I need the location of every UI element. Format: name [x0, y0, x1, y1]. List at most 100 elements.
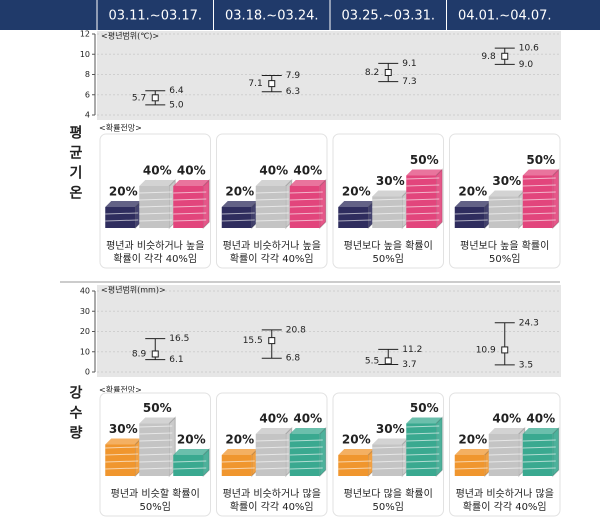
high-label: 9.1 [402, 59, 416, 69]
low-label: 9.0 [519, 60, 534, 70]
block-front [454, 455, 485, 476]
block-stripe [289, 219, 323, 222]
block-stripe [406, 191, 440, 194]
block-top [488, 428, 525, 434]
block-stripe [221, 219, 255, 222]
prob-label: 40% [177, 164, 206, 178]
block-stripe [173, 198, 207, 201]
block-stripe [406, 439, 440, 442]
block-stripe [255, 191, 289, 194]
mean-label: 9.8 [481, 52, 496, 62]
block-stripe [522, 219, 556, 222]
block-stripe [454, 212, 488, 215]
block-stripe [372, 467, 406, 470]
block-stripe [406, 198, 440, 201]
mean-marker [151, 94, 159, 102]
block-stripe [255, 212, 289, 215]
block-stripe [406, 177, 440, 180]
block-stripe [338, 460, 372, 463]
low-label: 5.0 [169, 100, 184, 110]
caption: 50%임 [489, 252, 520, 265]
block-front [372, 444, 403, 476]
prob-label: 40% [259, 412, 288, 426]
mean-label: 5.7 [132, 93, 146, 103]
block-stripe [488, 446, 522, 449]
block-stripe [221, 212, 255, 215]
prob-label: 40% [293, 412, 322, 426]
block-stripe [372, 460, 406, 463]
block-stripe [522, 191, 556, 194]
block-side [202, 178, 210, 230]
block-front [454, 207, 485, 228]
block-stripe [139, 446, 173, 449]
section-title: 평균기온 [67, 124, 83, 205]
block-stripe [221, 467, 255, 470]
caption: 50%임 [140, 500, 171, 513]
block-stripe [406, 425, 440, 428]
caption: 50%임 [373, 252, 404, 265]
prob-label: 20% [177, 433, 206, 447]
block-stripe [454, 467, 488, 470]
caption: 50%임 [373, 500, 404, 513]
low-label: 3.7 [402, 360, 416, 370]
block-stripe [289, 467, 323, 470]
block-front [338, 455, 369, 476]
block-stripe [289, 446, 323, 449]
block-stripe [173, 467, 207, 470]
block-stripe [255, 467, 289, 470]
prob-label: 20% [458, 433, 487, 447]
prob-card [449, 133, 561, 269]
block-stripe [488, 198, 522, 201]
block-stripe [406, 205, 440, 208]
prob-label: 50% [143, 401, 172, 415]
block-stripe [372, 198, 406, 201]
block-top [255, 428, 292, 434]
block-stripe [289, 198, 323, 201]
block-stripe [105, 460, 139, 463]
high-label: 7.9 [286, 71, 301, 81]
block-top [522, 428, 559, 434]
block-top [522, 169, 559, 176]
mean-label: 15.5 [243, 336, 263, 346]
high-label: 20.8 [286, 325, 306, 335]
header-bar [0, 0, 600, 30]
y-tick-label: 8 [85, 70, 90, 79]
prob-label: 20% [342, 185, 371, 199]
high-label: 10.6 [519, 44, 539, 54]
caption: 확률이 각각 40%임 [230, 252, 314, 265]
block-stripe [338, 212, 372, 215]
block-stripe [289, 453, 323, 456]
block-stripe [522, 198, 556, 201]
block-stripe [372, 219, 406, 222]
mean-label: 5.5 [365, 356, 379, 366]
block-stripe [488, 453, 522, 456]
caption: 확률이 각각 40%임 [463, 500, 547, 513]
block-stripe [406, 219, 440, 222]
block-top [289, 428, 326, 434]
period-label: 03.25.~03.31. [341, 9, 435, 24]
block-stripe [488, 467, 522, 470]
prob-label: 30% [376, 422, 405, 436]
block-front [139, 423, 170, 476]
prob-label: 50% [410, 153, 439, 167]
block-stripe [255, 453, 289, 456]
y-tick-label: 10 [80, 50, 90, 59]
block-stripe [289, 212, 323, 215]
caption: 평년과 비슷하거나 높을 [223, 239, 321, 252]
mean-marker [501, 346, 509, 354]
prob-label: 40% [259, 164, 288, 178]
period-label: 03.18.~03.24. [225, 9, 319, 24]
block-front [372, 196, 403, 228]
block-stripe [105, 219, 139, 222]
high-label: 24.3 [519, 318, 539, 328]
prob-axis-label: <확률전망> [99, 385, 142, 395]
block-front [406, 175, 437, 228]
prob-card [216, 133, 328, 269]
mean-label: 10.9 [476, 345, 496, 355]
block-top [488, 190, 525, 197]
y-tick-label: 0 [85, 368, 90, 377]
block-top [173, 449, 210, 455]
block-stripe [139, 460, 173, 463]
block-stripe [372, 453, 406, 456]
block-stripe [289, 460, 323, 463]
